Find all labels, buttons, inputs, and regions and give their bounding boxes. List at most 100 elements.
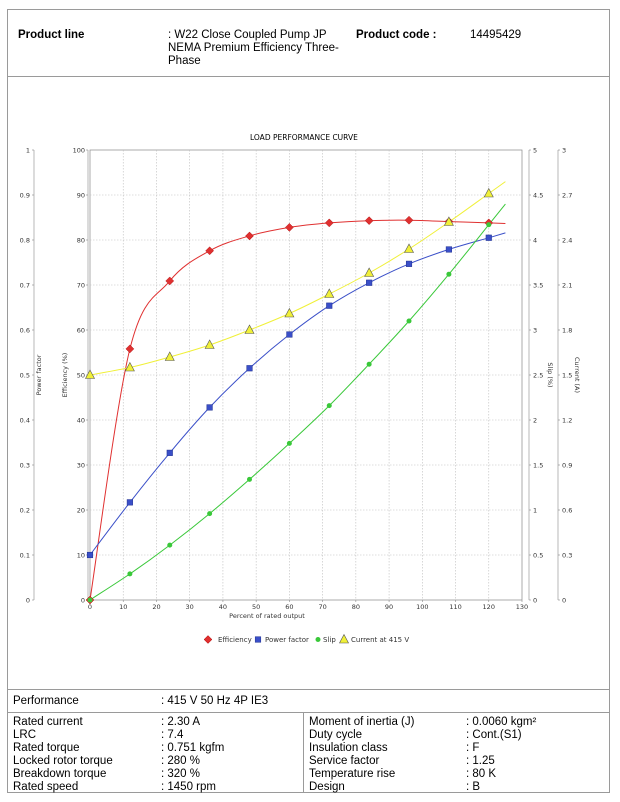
y-axis-title-current: Current (A): [573, 357, 581, 393]
data-point: [164, 351, 175, 361]
data-point: [284, 307, 295, 318]
spec-value: : 0.0060 kgm²: [466, 716, 537, 728]
data-point: [405, 260, 413, 267]
spec-key: LRC: [13, 729, 37, 741]
x-tick-label: 30: [186, 603, 194, 611]
data-point: [124, 361, 135, 372]
y-tick-label: 0.4: [20, 416, 30, 424]
y-tick-label: 0.3: [20, 461, 30, 469]
y-tick-label: 1.2: [562, 416, 572, 424]
legend-label: Power factor: [265, 636, 309, 644]
data-point: [245, 231, 254, 241]
x-tick-label: 40: [219, 603, 227, 611]
y-tick-label: 1.5: [533, 461, 543, 469]
data-point: [165, 276, 175, 286]
y-tick-label: 1.8: [562, 326, 572, 334]
x-tick-label: 60: [285, 603, 293, 611]
data-point: [126, 499, 133, 506]
x-tick-label: 70: [318, 603, 326, 611]
spec-divider: [303, 713, 304, 793]
y-tick-label: 30: [77, 461, 85, 469]
legend-label: Slip: [323, 636, 336, 644]
spec-value: : 1.25: [466, 755, 495, 767]
header-section: Product line : W22 Close Coupled Pump JP…: [8, 10, 609, 77]
data-point: [445, 246, 452, 253]
spec-value: : 280 %: [161, 755, 200, 767]
x-tick-label: 80: [352, 603, 360, 611]
spec-key: Locked rotor torque: [13, 755, 113, 767]
x-tick-label: 100: [416, 603, 428, 611]
data-point: [285, 223, 294, 232]
y-tick-label: 3: [533, 326, 537, 334]
data-point: [286, 331, 293, 338]
y-tick-label: 0: [26, 596, 30, 604]
y-tick-label: 2.5: [533, 371, 543, 379]
y-tick-label: 2.7: [562, 191, 572, 199]
data-point: [246, 365, 253, 372]
product-line-value-line: Phase: [168, 55, 201, 67]
y-tick-label: 4.5: [533, 191, 543, 199]
spec-key: Temperature rise: [309, 768, 396, 780]
y-tick-label: 5: [533, 146, 537, 154]
y-tick-label: 0.9: [20, 191, 30, 199]
y-tick-label: 3.5: [533, 281, 543, 289]
data-point: [364, 216, 374, 226]
y-tick-label: 0.5: [533, 551, 543, 559]
spec-value: : 7.4: [161, 729, 184, 741]
data-point: [483, 187, 494, 198]
spec-key: Rated current: [13, 716, 83, 728]
data-point: [446, 271, 452, 277]
y-tick-label: 0.8: [20, 236, 30, 244]
spec-key: Rated speed: [13, 781, 79, 793]
product-line-value-line: : W22 Close Coupled Pump JP: [168, 29, 327, 41]
legend-label: Efficiency: [218, 636, 252, 644]
x-tick-label: 130: [516, 603, 528, 611]
spec-key: Design: [309, 781, 345, 793]
legend-marker: [339, 633, 349, 644]
y-tick-label: 60: [77, 326, 85, 334]
spec-value: : Cont.(S1): [466, 729, 522, 741]
y-tick-label: 2: [533, 416, 537, 424]
data-point: [205, 246, 214, 256]
datasheet-frame: Product line : W22 Close Coupled Pump JP…: [7, 9, 610, 793]
y-axis-title-slip: Slip (%): [546, 362, 554, 387]
spec-key: Service factor: [309, 755, 380, 767]
y-tick-label: 0: [81, 596, 85, 604]
product-code-value: 14495429: [470, 29, 522, 41]
data-point: [127, 571, 133, 577]
x-axis-title: Percent of rated output: [229, 612, 305, 620]
y-tick-label: 1: [26, 146, 30, 154]
data-point: [404, 215, 414, 225]
spec-table: Rated current: 2.30 A LRC: 7.4 Rated torqu…: [8, 713, 609, 793]
y-tick-label: 90: [77, 191, 85, 199]
spec-key: Rated torque: [13, 742, 80, 754]
y-tick-label: 40: [77, 416, 85, 424]
y-tick-label: 0: [562, 596, 566, 604]
data-point: [166, 449, 173, 456]
chart-title: LOAD PERFORMANCE CURVE: [250, 133, 358, 142]
y-tick-label: 2.1: [562, 281, 572, 289]
series-line: [89, 203, 506, 601]
spec-value: : 80 K: [466, 768, 497, 780]
data-point: [286, 440, 292, 446]
spec-key: Moment of inertia (J): [309, 716, 415, 728]
data-point: [87, 597, 93, 603]
product-line-value: : W22 Close Coupled Pump JP NEMA Premium…: [168, 29, 339, 68]
data-point: [244, 324, 255, 334]
legend-marker: [315, 637, 321, 642]
spec-value: : 320 %: [161, 768, 200, 780]
x-tick-label: 90: [385, 603, 393, 611]
data-point: [326, 403, 332, 409]
y-tick-label: 2.4: [562, 236, 572, 244]
y-axis-title-power-factor: Power factor: [35, 354, 43, 395]
y-tick-label: 0.3: [562, 551, 572, 559]
legend-marker: [254, 636, 262, 643]
x-tick-label: 110: [449, 603, 461, 611]
y-tick-label: 10: [77, 551, 85, 559]
x-tick-label: 50: [252, 603, 260, 611]
legend-marker: [203, 635, 213, 644]
y-tick-label: 0.5: [20, 371, 30, 379]
data-point: [247, 476, 253, 482]
load-performance-chart: LOAD PERFORMANCE CURVE 0 0.1 0.2 0.3 0.4 0.5 0.…: [20, 133, 581, 644]
data-point: [324, 218, 334, 228]
